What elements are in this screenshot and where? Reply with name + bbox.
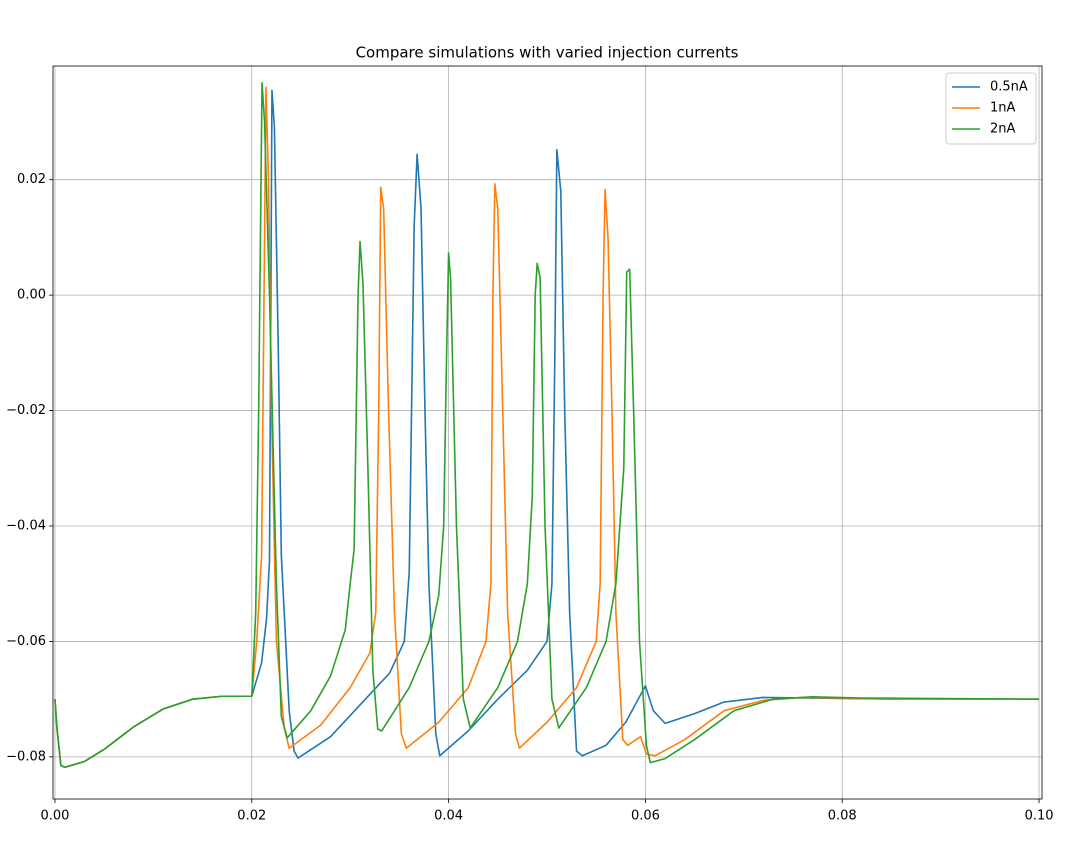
line (54, 89, 1040, 769)
legend-label: 2nA (990, 122, 1016, 137)
y-tick-label: −0.04 (6, 519, 46, 534)
x-tick-label: 0.00 (40, 809, 69, 824)
x-tick-label: 0.02 (237, 809, 266, 824)
x-tick-label: 0.06 (631, 809, 660, 824)
y-tick-label: 0.00 (17, 288, 46, 303)
y-tick-label: 0.02 (17, 172, 46, 187)
legend-label: 0.5nA (990, 80, 1028, 95)
y-tick-label: −0.08 (6, 749, 46, 764)
legend-label: 1nA (990, 101, 1016, 116)
legend: 0.5nA 1nA 2nA (945, 72, 1037, 145)
plot-frame (52, 65, 1043, 800)
legend-box (945, 72, 1037, 145)
line (54, 81, 1040, 769)
x-tick-label: 0.04 (434, 809, 463, 824)
y-tick-label: −0.02 (6, 403, 46, 418)
chart-title: Compare simulations with varied injectio… (356, 44, 739, 62)
x-tick-label: 0.08 (828, 809, 857, 824)
x-tick-label: 0.10 (1025, 809, 1054, 824)
line (54, 86, 1040, 769)
y-tick-label: −0.06 (6, 634, 46, 649)
